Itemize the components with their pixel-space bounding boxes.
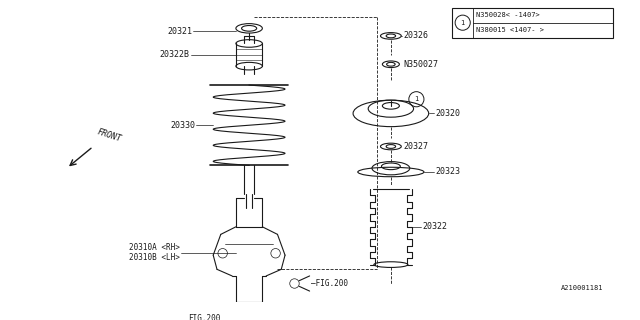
- Text: 20320: 20320: [435, 109, 460, 118]
- Text: —FIG.200: —FIG.200: [312, 279, 349, 288]
- Text: 20322: 20322: [422, 222, 447, 231]
- Text: 20330: 20330: [170, 121, 195, 130]
- Text: 20323: 20323: [435, 167, 460, 177]
- Text: FIG.200: FIG.200: [188, 314, 220, 320]
- Text: FRONT: FRONT: [96, 127, 123, 144]
- Text: A210001181: A210001181: [561, 285, 604, 291]
- Text: 20326: 20326: [403, 31, 428, 40]
- Text: 20310A <RH>: 20310A <RH>: [129, 243, 180, 252]
- Text: N380015 <1407- >: N380015 <1407- >: [476, 27, 544, 33]
- Text: 1: 1: [414, 96, 419, 102]
- Text: 1: 1: [461, 20, 465, 26]
- Text: 20322B: 20322B: [159, 50, 189, 59]
- Text: N350028< -1407>: N350028< -1407>: [476, 12, 540, 18]
- Text: 20327: 20327: [403, 142, 428, 151]
- Bar: [452, 8, 613, 38]
- Text: 20310B <LH>: 20310B <LH>: [129, 253, 180, 262]
- Text: 20321: 20321: [168, 27, 193, 36]
- Text: N350027: N350027: [403, 60, 438, 69]
